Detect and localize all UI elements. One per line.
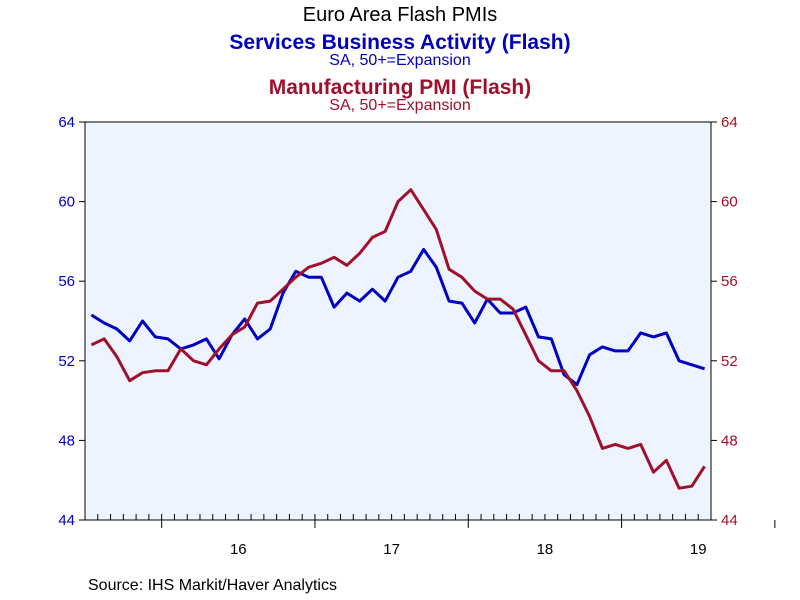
manufacturing-series-title: Manufacturing PMI (Flash) — [268, 76, 532, 99]
services-series-title: Services Business Activity (Flash) — [229, 31, 571, 54]
left-y-tick-label: 60 — [58, 194, 75, 211]
left-y-tick-label: 48 — [58, 432, 75, 449]
left-y-tick-label: 64 — [58, 114, 75, 131]
manufacturing-series-subtitle: SA, 50+=Expansion — [329, 97, 471, 114]
x-tick-label: 16 — [230, 541, 247, 558]
right-y-tick-label: 44 — [721, 512, 738, 529]
left-y-tick-label: 56 — [58, 273, 75, 290]
services-series-subtitle: SA, 50+=Expansion — [329, 52, 471, 69]
left-y-tick-label: 52 — [58, 353, 75, 370]
plot-area — [84, 121, 712, 521]
chart-source: Source: IHS Markit/Haver Analytics — [88, 577, 337, 594]
right-y-tick-label: 52 — [721, 353, 738, 370]
x-tick-label: 17 — [383, 541, 400, 558]
right-y-tick-label: 48 — [721, 432, 738, 449]
x-tick-label: 19 — [690, 541, 707, 558]
right-y-tick-label: 56 — [721, 273, 738, 290]
services-line — [90, 247, 706, 387]
manufacturing-line — [90, 188, 706, 490]
right-y-tick-label: 60 — [721, 194, 738, 211]
right-y-tick-label: 64 — [721, 114, 738, 131]
x-tick-label: 18 — [537, 541, 554, 558]
chart-title: Euro Area Flash PMIs — [302, 4, 498, 26]
left-y-tick-label: 44 — [58, 512, 75, 529]
